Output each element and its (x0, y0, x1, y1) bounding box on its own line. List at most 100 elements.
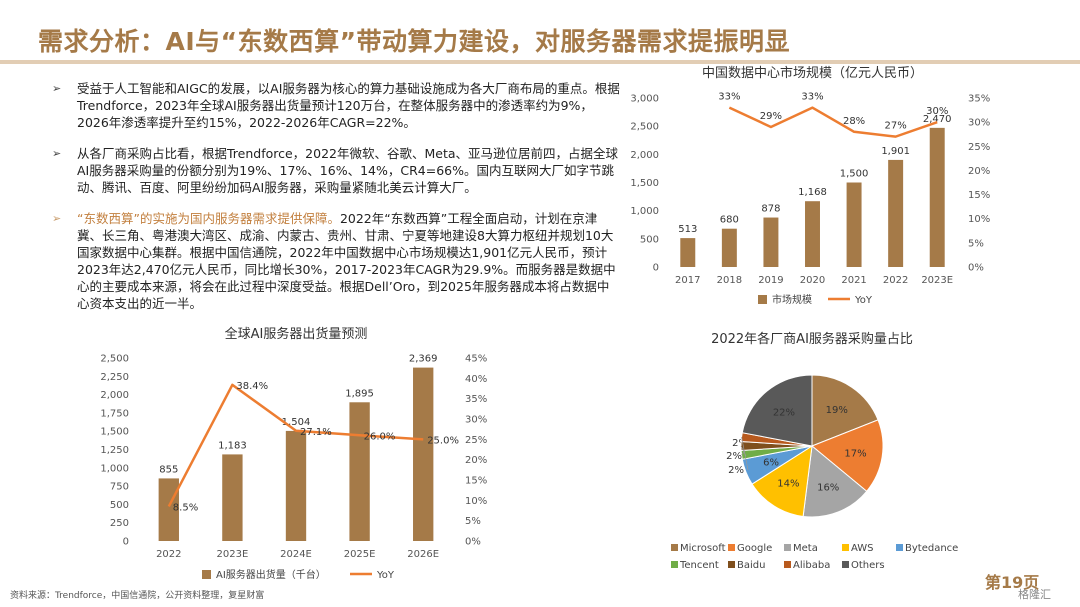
y2-tick-label: 0% (968, 263, 984, 274)
yoy-line (728, 106, 938, 138)
legend-swatch (728, 544, 735, 551)
y-tick-label: 1,500 (100, 427, 129, 438)
y2-tick-label: 45% (465, 354, 487, 365)
y2-tick-label: 0% (465, 537, 481, 548)
bullet-lead: “东数西算”的实施为国内服务器需求提供保障。 (77, 211, 340, 226)
pie-slice-label: 19% (826, 405, 848, 416)
yoy-value-label: 27% (885, 121, 907, 132)
bullet-item: ➢ 从各厂商采购占比看，根据Trendforce，2022年微软、谷歌、Meta… (50, 145, 620, 196)
bar (846, 182, 862, 267)
bar-value-label: 1,183 (218, 440, 247, 451)
x-tick-label: 2025E (344, 549, 376, 560)
x-tick-label: 2022 (883, 275, 908, 286)
pie-slice (802, 445, 868, 518)
legend-line-label: YoY (854, 295, 873, 306)
x-tick-label: 2019 (758, 275, 783, 286)
x-tick-label: 2023E (217, 549, 249, 560)
chart-title: 全球AI服务器出货量预测 (225, 326, 368, 342)
legend-bar-label: 市场规模 (772, 293, 812, 306)
yoy-value-label: 27.1% (300, 427, 332, 438)
bar (929, 127, 945, 268)
bar (349, 402, 370, 541)
yoy-value-label: 29% (760, 111, 782, 122)
x-tick-label: 2022 (156, 549, 181, 560)
x-tick-label: 2023E (921, 275, 953, 286)
title-divider (0, 60, 1080, 64)
y-tick-label: 3,000 (630, 94, 659, 105)
y-tick-label: 2,250 (100, 372, 129, 383)
yoy-line (167, 383, 424, 508)
legend-swatch (671, 561, 678, 568)
bar (222, 454, 243, 541)
legend-swatch (784, 561, 791, 568)
yoy-value-label: 28% (843, 116, 865, 127)
pie-slice (811, 374, 879, 447)
bar-value-label: 2,369 (409, 354, 438, 365)
pie-leader-line (741, 437, 749, 471)
bar-value-label: 1,504 (282, 417, 311, 428)
page-title: 需求分析：AI与“东数西算”带动算力建设，对服务器需求提振明显 (38, 27, 791, 56)
legend-label: Tencent (679, 560, 719, 571)
yoy-value-label: 38.4% (236, 381, 268, 392)
y2-tick-label: 15% (465, 476, 487, 487)
legend-swatch (842, 544, 849, 551)
bar-value-label: 878 (761, 204, 780, 215)
y2-tick-label: 30% (968, 118, 990, 129)
yoy-value-label: 33% (718, 92, 740, 103)
bullet-item: ➢ “东数西算”的实施为国内服务器需求提供保障。2022年“东数西算”工程全面启… (50, 210, 620, 312)
y2-tick-label: 35% (968, 94, 990, 105)
y-tick-label: 1,750 (100, 408, 129, 419)
y-tick-label: 2,000 (630, 150, 659, 161)
y2-tick-label: 20% (465, 455, 487, 466)
china-dc-market-chart: 中国数据中心市场规模（亿元人民币） 0 500 1,000 1,500 2,000 2,50… (630, 65, 990, 306)
legend-label: Google (737, 543, 772, 554)
bar-value-label: 1,168 (798, 187, 827, 198)
bar (413, 367, 434, 541)
pie-slice-label: 2% (726, 451, 742, 462)
legend-label: Baidu (737, 560, 765, 571)
y-tick-label: 0 (123, 537, 129, 548)
x-tick-label: 2017 (675, 275, 700, 286)
legend-bar-swatch (202, 570, 211, 579)
y-tick-label: 500 (640, 234, 659, 245)
bar-value-label: 513 (678, 224, 697, 235)
pie-slice-label: 2% (732, 438, 748, 449)
y2-tick-label: 25% (968, 142, 990, 153)
y2-tick-label: 10% (968, 214, 990, 225)
page-number: 第19页 (985, 573, 1040, 592)
bullet-text: 从各厂商采购占比看，根据Trendforce，2022年微软、谷歌、Meta、亚… (77, 146, 619, 195)
legend-label: Others (851, 560, 885, 571)
yoy-value-label: 26.0% (364, 431, 396, 442)
bar (721, 228, 737, 267)
y-tick-label: 1,000 (630, 206, 659, 217)
bullet-text: 受益于人工智能和AIGC的发展，以AI服务器为核心的算力基础设施成为各大厂商布局… (77, 81, 620, 130)
y2-tick-label: 40% (465, 374, 487, 385)
legend-line-label: YoY (376, 570, 395, 581)
ai-server-share-pie-chart: 2022年各厂商AI服务器采购量占比 19% 17% 16% 14% 6% 2% 2% 2% 22… (671, 331, 958, 571)
y-tick-label: 2,500 (100, 354, 129, 365)
arrow-bullet-icon: ➢ (52, 147, 62, 160)
y2-tick-label: 15% (968, 190, 990, 201)
legend-swatch (842, 561, 849, 568)
y2-tick-label: 10% (465, 496, 487, 507)
legend-label: AWS (851, 543, 874, 554)
legend-label: Bytedance (905, 543, 958, 554)
y-tick-label: 250 (110, 518, 129, 529)
x-tick-label: 2018 (717, 275, 742, 286)
legend-swatch (784, 544, 791, 551)
legend-bar-label: AI服务器出货量（千台） (216, 568, 326, 581)
bar-value-label: 1,500 (840, 169, 869, 180)
bar (285, 430, 307, 541)
y2-tick-label: 30% (465, 415, 487, 426)
x-tick-label: 2020 (800, 275, 825, 286)
legend-swatch (896, 544, 903, 551)
watermark: 格隆汇 (1018, 588, 1051, 601)
pie-slice-label: 16% (817, 482, 839, 493)
pie-slice (751, 445, 813, 517)
y-tick-label: 1,000 (100, 463, 129, 474)
arrow-bullet-icon: ➢ (52, 82, 62, 95)
x-tick-label: 2021 (841, 275, 866, 286)
bullet-item: ➢ 受益于人工智能和AIGC的发展，以AI服务器为核心的算力基础设施成为各大厂商… (50, 80, 620, 131)
legend-label: Microsoft (680, 543, 726, 554)
